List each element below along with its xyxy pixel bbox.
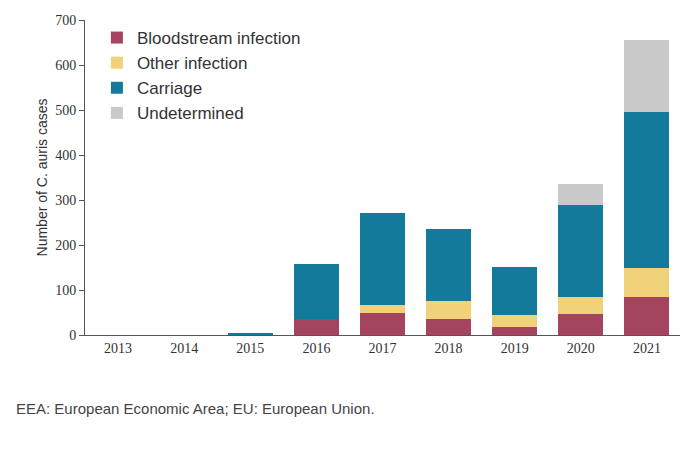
svg-text:100: 100 <box>55 283 76 298</box>
svg-text:400: 400 <box>55 148 76 163</box>
svg-text:2016: 2016 <box>302 341 330 356</box>
svg-text:Undetermined: Undetermined <box>137 104 244 123</box>
svg-text:Bloodstream infection: Bloodstream infection <box>137 29 300 48</box>
svg-text:700: 700 <box>55 13 76 28</box>
svg-text:200: 200 <box>55 238 76 253</box>
svg-text:500: 500 <box>55 103 76 118</box>
svg-text:600: 600 <box>55 58 76 73</box>
svg-text:0: 0 <box>69 328 76 343</box>
svg-text:EEA: European Economic Area; E: EEA: European Economic Area; EU: Europea… <box>16 400 375 417</box>
svg-text:Carriage: Carriage <box>137 79 202 98</box>
svg-text:2013: 2013 <box>104 341 132 356</box>
svg-text:2020: 2020 <box>567 341 595 356</box>
svg-text:2014: 2014 <box>170 341 198 356</box>
svg-text:2017: 2017 <box>369 341 397 356</box>
svg-text:Other infection: Other infection <box>137 54 248 73</box>
svg-text:300: 300 <box>55 193 76 208</box>
svg-text:Number of C. auris cases: Number of C. auris cases <box>34 99 50 257</box>
svg-text:2019: 2019 <box>501 341 529 356</box>
svg-text:2018: 2018 <box>435 341 463 356</box>
svg-text:2021: 2021 <box>633 341 661 356</box>
svg-text:2015: 2015 <box>236 341 264 356</box>
